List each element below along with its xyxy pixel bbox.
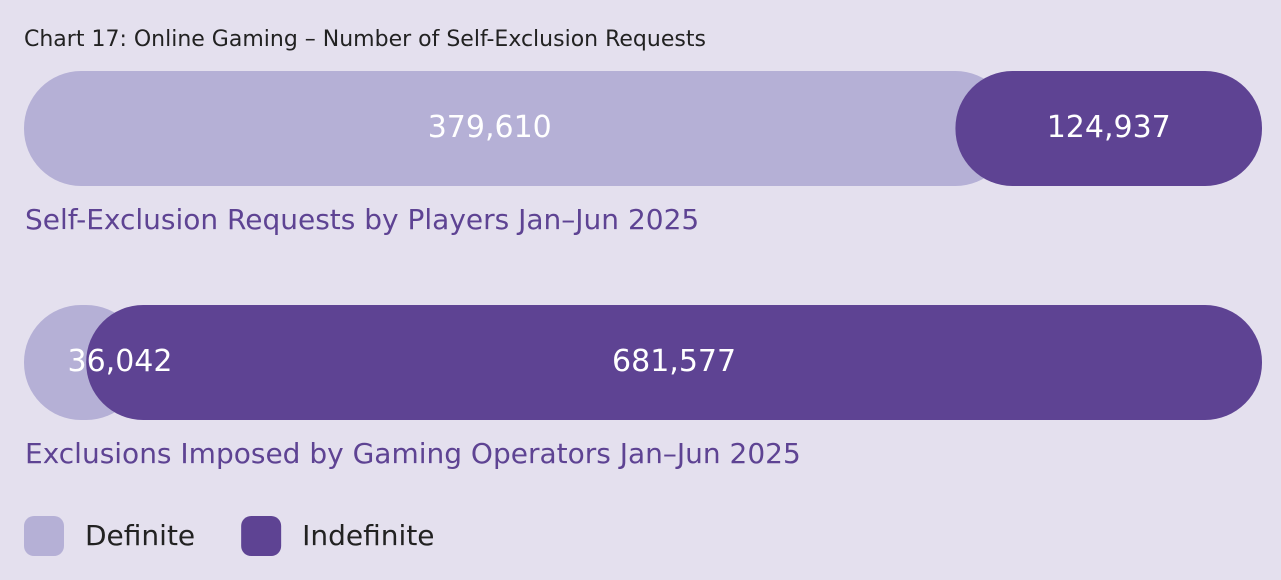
value-label: 379,610 xyxy=(428,110,552,145)
legend-label: Indefinite xyxy=(302,519,434,552)
category-label: Exclusions Imposed by Gaming Operators J… xyxy=(25,437,801,470)
value-label: 36,042 xyxy=(68,344,173,379)
bar-segment xyxy=(86,305,1262,420)
legend-swatch xyxy=(241,516,282,556)
chart-title: Chart 17: Online Gaming – Number of Self… xyxy=(24,27,706,52)
legend-label: Definite xyxy=(85,519,195,552)
value-label: 124,937 xyxy=(1047,110,1171,145)
legend-swatch xyxy=(24,516,64,556)
bar-segment xyxy=(955,71,1262,186)
category-label: Self-Exclusion Requests by Players Jan–J… xyxy=(25,203,699,236)
bar-segment xyxy=(24,71,1013,186)
value-label: 681,577 xyxy=(612,344,736,379)
